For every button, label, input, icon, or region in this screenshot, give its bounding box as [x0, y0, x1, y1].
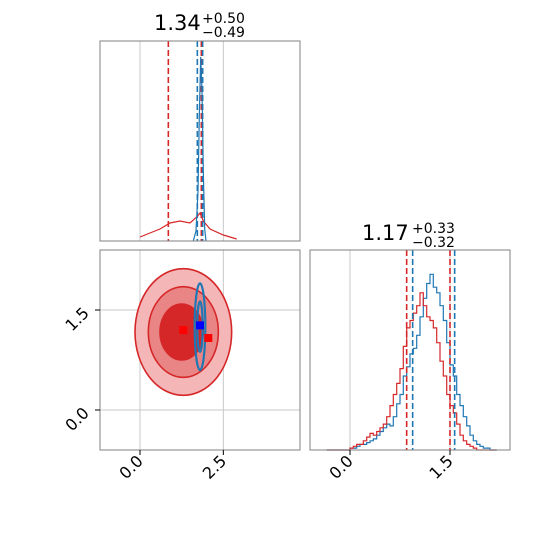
x-tick-label: 1.5	[425, 451, 456, 482]
panel-hist-param2: 1.17 +0.33 −0.32 0.0 1.5	[309, 221, 511, 483]
param1-blue-histogram	[192, 56, 207, 242]
title-param2-median: 1.17	[362, 221, 409, 245]
red-marker	[204, 334, 213, 342]
param2-blue-histogram	[326, 273, 497, 451]
blue-marker	[196, 321, 204, 330]
panel-frame	[99, 249, 301, 451]
param2-red-histogram	[326, 292, 497, 451]
title-param2-plus: +0.33	[412, 221, 455, 237]
blue-contour	[193, 282, 207, 372]
panel-hist-param1: 1.34 +0.50 −0.49	[99, 11, 301, 242]
panel-frame	[309, 249, 511, 451]
title-param1-minus: −0.49	[202, 25, 245, 41]
title-param2-minus: −0.32	[412, 235, 455, 251]
y-tick-label: 0.0	[61, 403, 92, 434]
title-param1-median: 1.34	[154, 11, 201, 35]
x-tick-label: 0.0	[325, 451, 356, 482]
panel-2d: 0.0 2.5 0.0 1.5	[61, 249, 301, 483]
panel-frame	[99, 40, 301, 242]
y-tick-label: 1.5	[61, 303, 92, 334]
param1-red-histogram	[139, 211, 237, 240]
x-tick-label: 2.5	[199, 451, 230, 482]
title-param1-plus: +0.50	[202, 11, 245, 27]
red-marker	[179, 326, 188, 334]
x-tick-label: 0.0	[115, 451, 146, 482]
